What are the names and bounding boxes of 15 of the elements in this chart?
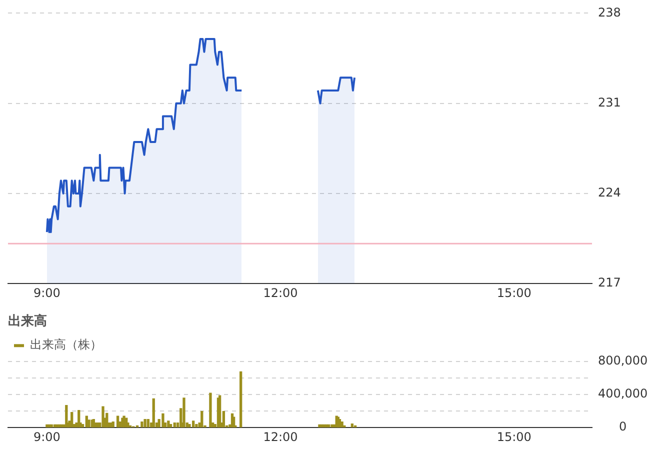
- y-tick-label: 0: [618, 420, 627, 434]
- y-tick-label: 800,000: [598, 354, 648, 368]
- y-tick-label: 238: [598, 5, 621, 20]
- x-tick-label: 9:00: [33, 430, 60, 444]
- y-tick-label: 231: [598, 95, 621, 110]
- y-tick-label: 224: [598, 186, 621, 200]
- legend-label: 出来高（株）: [30, 338, 102, 352]
- x-tick-label: 9:00: [33, 286, 60, 300]
- x-tick-label: 12:00: [263, 430, 298, 444]
- y-tick-label: 217: [598, 276, 621, 290]
- x-tick-label: 15:00: [496, 286, 532, 300]
- x-tick-label: 12:00: [263, 286, 298, 300]
- x-tick-label: 15:00: [496, 430, 532, 444]
- chart-title: 出来高: [8, 313, 47, 330]
- y-tick-label: 400,000: [598, 386, 648, 401]
